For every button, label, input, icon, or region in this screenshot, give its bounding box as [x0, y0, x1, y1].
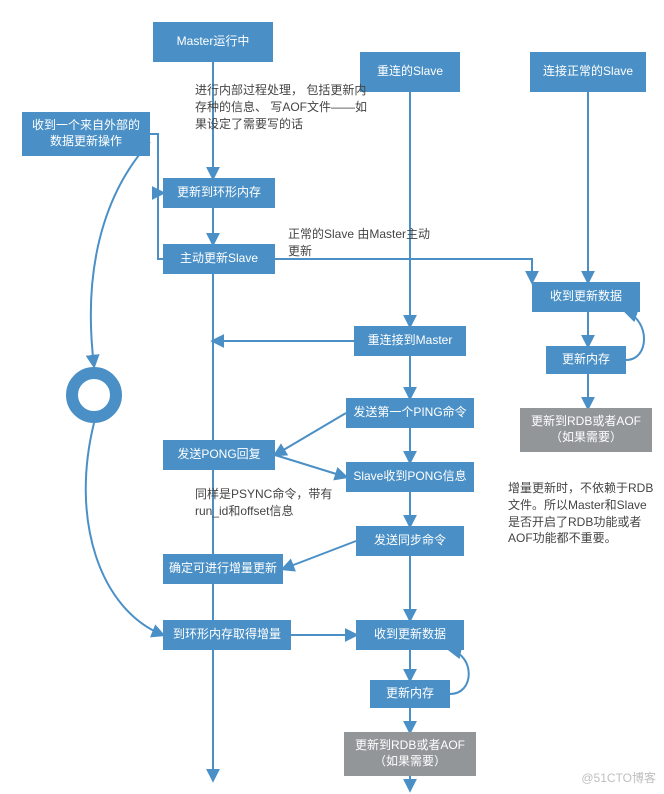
node-external_update: 收到一个来自外部的 数据更新操作 [22, 112, 150, 156]
watermark: @51CTO博客 [581, 769, 656, 786]
node-send_pong: 发送PONG回复 [163, 440, 275, 470]
node-send_ping: 发送第一个PING命令 [346, 398, 474, 428]
node-master_running: Master运行中 [153, 22, 273, 62]
arrow-2 [91, 142, 150, 366]
node-recv_pong: Slave收到PONG信息 [346, 462, 474, 492]
label-psync_note: 同样是PSYNC命令，带有run_id和offset信息 [195, 486, 355, 520]
arrow-6 [275, 259, 532, 282]
label-inc_note: 增量更新时，不依赖于RDB文件。所以Master和Slave是否开启了RDB功能… [508, 480, 658, 547]
ring-buffer-icon [72, 373, 116, 417]
arrow-20 [450, 650, 469, 694]
label-normal_slave_note: 正常的Slave 由Master主动更新 [288, 226, 438, 260]
node-active_update: 主动更新Slave [163, 244, 275, 274]
label-internal_proc: 进行内部过程处理， 包括更新内存种的信息、 写AOF文件——如果设定了需要写的话 [195, 82, 375, 132]
node-update_ring: 更新到环形内存 [163, 178, 275, 208]
node-confirm_inc: 确定可进行增量更新 [163, 554, 283, 584]
node-recv_update_n: 收到更新数据 [532, 282, 640, 312]
arrow-16 [283, 541, 356, 569]
arrow-12 [275, 413, 346, 455]
node-to_rdb_aof_s: 更新到RDB或者AOF （如果需要） [344, 732, 476, 776]
arrow-25 [626, 312, 644, 360]
node-reconn_slave: 重连的Slave [360, 52, 460, 92]
node-recv_update_s: 收到更新数据 [356, 620, 464, 650]
node-get_ring_inc: 到环形内存取得增量 [163, 620, 291, 650]
node-normal_slave: 连接正常的Slave [530, 52, 646, 92]
node-reconnect_master: 重连接到Master [354, 326, 466, 356]
node-update_mem_n: 更新内存 [546, 346, 626, 374]
arrow-8 [86, 423, 163, 635]
arrow-1 [150, 134, 163, 193]
arrow-7 [275, 259, 410, 326]
node-to_rdb_aof_n: 更新到RDB或者AOF （如果需要） [520, 408, 652, 452]
node-update_mem_s: 更新内存 [370, 680, 450, 708]
node-send_sync: 发送同步命令 [356, 526, 464, 556]
arrow-13 [275, 455, 346, 477]
